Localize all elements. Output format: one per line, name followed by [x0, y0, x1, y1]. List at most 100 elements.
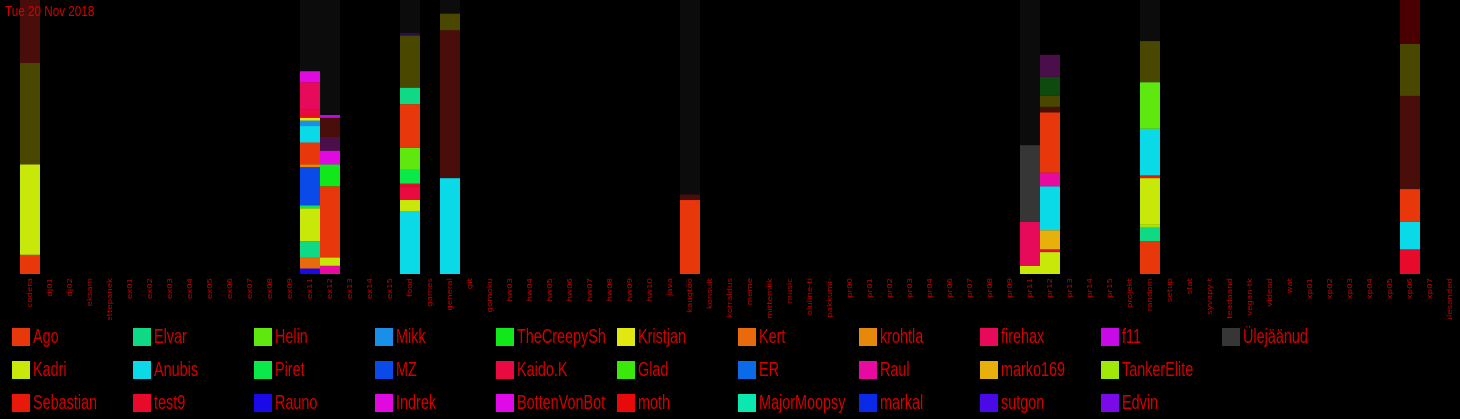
stacked-bar-chart: codera dj01 dj02 eksam ettepanek ex01 ex02 ex03…: [20, 0, 1454, 320]
legend-item: Ago: [12, 326, 69, 348]
legend-label: TheCreepySh: [517, 325, 606, 348]
legend-label: Raul: [880, 358, 910, 381]
category-label: xp05: [1386, 278, 1394, 300]
date-label: Tue 20 Nov 2018: [5, 3, 95, 20]
bar-segment-ex11-firehax: [300, 82, 320, 110]
legend-item: Indrek: [375, 392, 452, 414]
bar-segment-ex11-mz: [300, 167, 320, 206]
bar-segment-food-test9: [400, 183, 420, 187]
bar-segment-ex11-kaido-k: [300, 109, 320, 116]
category-label: pr02: [886, 278, 894, 298]
category-label: pr11: [1026, 278, 1034, 298]
legend-swatch: [859, 361, 877, 379]
category-label: hw07: [586, 278, 594, 301]
legend-item: f11: [1101, 326, 1148, 348]
bar-segment-pr12-anubis: [1040, 186, 1060, 231]
legend-swatch: [375, 394, 393, 412]
legend-swatch: [375, 328, 393, 346]
legend-label: MajorMoopsy: [759, 391, 846, 414]
category-label: oluline-ti: [806, 278, 814, 315]
bar-segment-pr11-kadri: [1020, 265, 1040, 274]
bar-segment-random-ago: [1140, 241, 1160, 274]
bar-segment-general-muted-m0: [440, 13, 460, 31]
bar-segment-random-kadri: [1140, 178, 1160, 225]
bar-segment-ex11-rauno: [300, 268, 320, 274]
category-label: ex07: [246, 278, 254, 299]
legend-label: moth: [638, 391, 671, 414]
legend-swatch: [617, 361, 635, 379]
legend-item: MZ: [375, 359, 425, 381]
legend-item: BottenVonBot: [496, 392, 639, 414]
legend: Ago Elvar Helin Mikk TheCreepySh Kristjan Kert…: [0, 320, 1460, 419]
legend-item: Helin: [254, 326, 321, 348]
bar-segment-random-helin: [1140, 82, 1160, 129]
bar-segment-ex12-muted-m1: [320, 117, 340, 137]
legend-swatch: [496, 394, 514, 412]
bar-segment-ex12-indrek: [320, 150, 340, 165]
legend-label: Elvar: [154, 325, 187, 348]
category-label: pakkumi-: [826, 278, 834, 318]
category-label: pr06: [946, 278, 954, 298]
bar-segment-pr11-firehax: [1020, 221, 1040, 266]
legend-swatch: [617, 394, 635, 412]
bar-segment-ex11-ago: [300, 142, 320, 165]
bar-segment-xp06-anubis: [1400, 221, 1420, 250]
bar-segment-xp06-muted-m0: [1400, 43, 1420, 96]
category-label: ex08: [266, 278, 274, 299]
category-label: ex13: [346, 278, 354, 299]
legend-item: Edvin: [1101, 392, 1172, 414]
bar-segment-ex11-krohtla: [300, 164, 320, 168]
bar-segment-food-ago: [400, 104, 420, 148]
category-label: videod: [1266, 278, 1274, 307]
legend-swatch: [1101, 328, 1119, 346]
category-label: gomoku: [486, 278, 494, 313]
legend-label: Edvin: [1122, 391, 1159, 414]
legend-swatch: [859, 328, 877, 346]
legend-swatch: [254, 328, 272, 346]
bar-segment-xp06-ago: [1400, 189, 1420, 222]
legend-label: Kaido.K: [517, 358, 568, 381]
bar-segment-codera-muted-m0: [20, 63, 40, 165]
legend-label: sutgon: [1001, 391, 1045, 414]
legend-label: Kadri: [33, 358, 67, 381]
bar-segment-food-kaido-k: [400, 186, 420, 201]
legend-label: Rauno: [275, 391, 318, 414]
legend-label: Glad: [638, 358, 669, 381]
bar-segment-ex11-sebastian: [300, 115, 320, 118]
bar-segment-ex11-anubis: [300, 126, 320, 143]
category-label: pr09: [1006, 278, 1014, 298]
category-label: codera: [26, 278, 34, 308]
legend-item: MajorMoopsy: [738, 392, 879, 414]
legend-swatch: [496, 361, 514, 379]
bar-segment-pr12-kadri: [1040, 252, 1060, 274]
bar-segment-random-tankerelite: [1140, 224, 1160, 228]
legend-swatch: [133, 394, 151, 412]
bar-segment-xp06-test9: [1400, 249, 1420, 274]
legend-item: TheCreepySh: [496, 326, 640, 348]
category-label: music: [786, 278, 794, 303]
legend-item: Piret: [254, 359, 316, 381]
legend-item: Elvar: [133, 326, 200, 348]
bar-segment-random-muted-m0: [1140, 41, 1160, 83]
legend-item: markal: [859, 392, 940, 414]
bar-segment-ex11-indrek: [300, 71, 320, 83]
legend-item: Kadri: [12, 359, 80, 381]
legend-label: Sebastian: [33, 391, 98, 414]
legend-label: Ülejäänud: [1243, 325, 1308, 348]
bar-segment-pr12-ago: [1040, 112, 1060, 173]
category-label: kaugtöö: [686, 278, 694, 313]
bar-segment-food-piret: [400, 169, 420, 184]
legend-swatch: [133, 361, 151, 379]
legend-swatch: [738, 361, 756, 379]
category-label: ettepanek: [106, 277, 114, 320]
bar-segment-ex12-f11: [320, 115, 340, 118]
legend-label: marko169: [1001, 358, 1066, 381]
category-label: vegan-tk: [1246, 277, 1254, 315]
category-label: projekt: [1126, 278, 1134, 308]
bar-segment-ex11-mikk: [300, 120, 320, 127]
category-label: pr07: [966, 278, 974, 298]
legend-swatch: [859, 394, 877, 412]
category-label: eksam: [86, 278, 94, 306]
legend-label: Mikk: [396, 325, 426, 348]
bar-segment-xp06-muted-m1: [1400, 95, 1420, 190]
